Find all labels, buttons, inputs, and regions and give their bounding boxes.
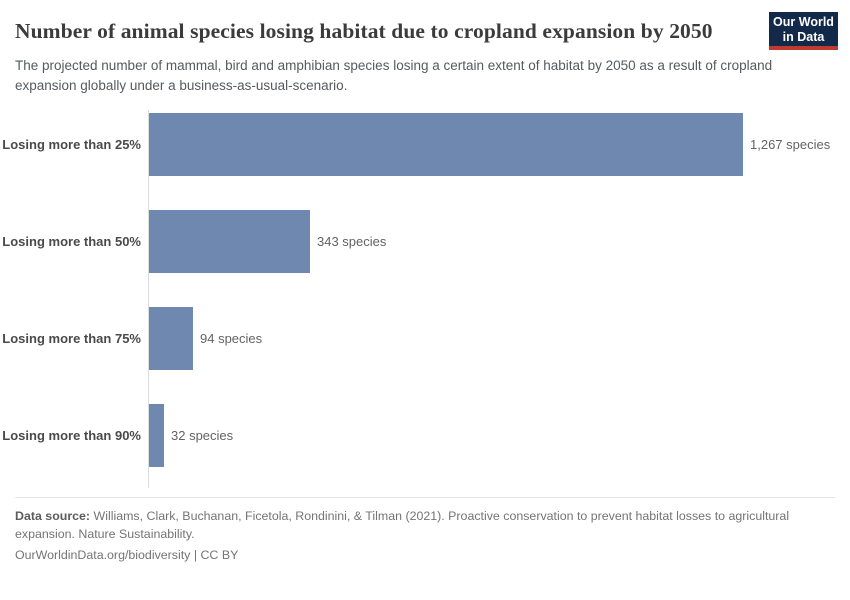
bar-3[interactable]: [149, 404, 164, 467]
owid-logo: Our World in Data: [769, 12, 838, 50]
value-label-3: 32 species: [171, 428, 234, 443]
owid-logo-line1: Our World: [773, 15, 834, 29]
category-label-0: Losing more than 25%: [2, 137, 141, 152]
chart-footer: Data source: Williams, Clark, Buchanan, …: [15, 497, 835, 564]
category-label-2: Losing more than 75%: [2, 331, 141, 346]
owid-url-citation: OurWorldinData.org/biodiversity | CC BY: [15, 548, 239, 562]
chart-title: Number of animal species losing habitat …: [15, 19, 713, 43]
data-source-text: Data source: Williams, Clark, Buchanan, …: [15, 507, 833, 543]
chart-subtitle: The projected number of mammal, bird and…: [15, 58, 773, 93]
data-source-citation: Williams, Clark, Buchanan, Ficetola, Ron…: [15, 509, 790, 541]
bar-1[interactable]: [149, 210, 310, 273]
bar-chart: Losing more than 25% 1,267 species Losin…: [0, 110, 850, 488]
bar-2[interactable]: [149, 307, 193, 370]
bar-0[interactable]: [149, 113, 743, 176]
bar-row-0: Losing more than 25% 1,267 species: [2, 113, 850, 176]
bar-row-2: Losing more than 75% 94 species: [2, 307, 850, 370]
bar-row-1: Losing more than 50% 343 species: [2, 210, 850, 273]
value-label-1: 343 species: [317, 234, 387, 249]
y-axis-line: [148, 110, 149, 488]
chart-header: Number of animal species losing habitat …: [0, 0, 850, 96]
bar-row-3: Losing more than 90% 32 species: [2, 404, 850, 467]
category-label-3: Losing more than 90%: [2, 428, 141, 443]
owid-logo-line2: in Data: [782, 30, 825, 44]
value-label-2: 94 species: [200, 331, 263, 346]
category-label-1: Losing more than 50%: [2, 234, 141, 249]
value-label-0: 1,267 species: [750, 137, 831, 152]
data-source-label: Data source:: [15, 509, 91, 523]
